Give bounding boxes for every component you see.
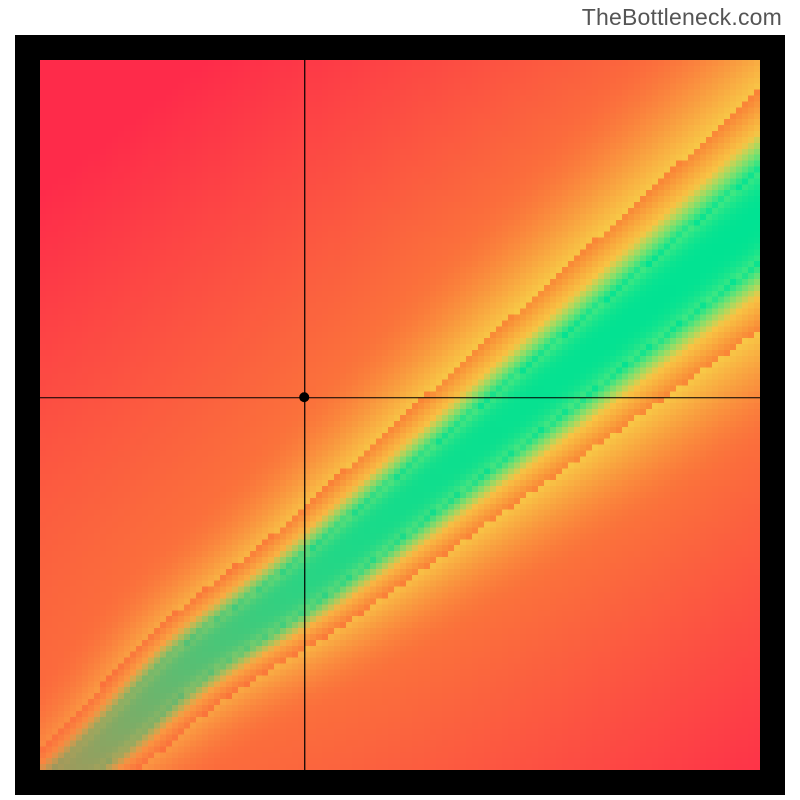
chart-container: TheBottleneck.com [0,0,800,800]
crosshair-overlay [40,60,760,770]
plot-outer-frame [15,35,785,795]
site-watermark: TheBottleneck.com [582,4,782,31]
plot-area [40,60,760,770]
